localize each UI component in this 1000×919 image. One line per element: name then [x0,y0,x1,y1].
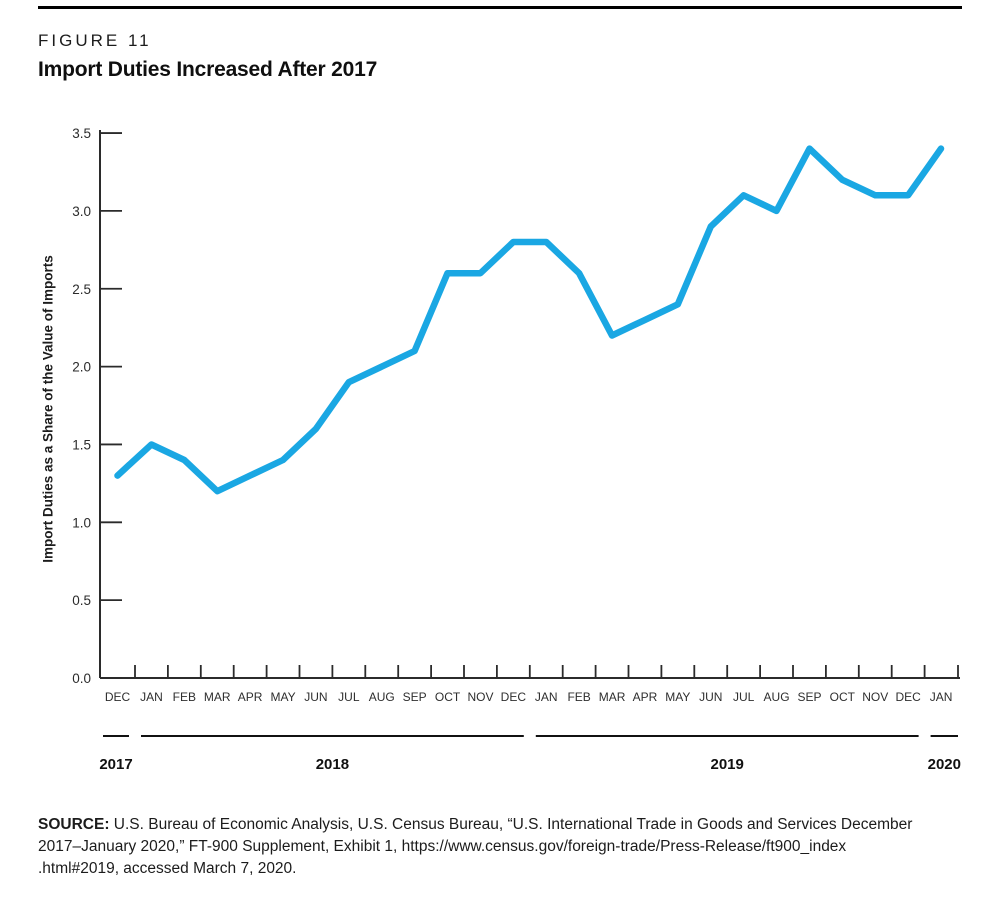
svg-text:2.5: 2.5 [72,282,91,297]
svg-text:MAR: MAR [599,690,626,704]
source-line-1: SOURCE: U.S. Bureau of Economic Analysis… [38,814,963,836]
year-brackets: 2017 2018 2019 2020 [99,735,961,773]
svg-text:SEP: SEP [403,690,427,704]
y-axis-labels: 0.0 0.5 1.0 1.5 2.0 2.5 3.0 3.5 [72,126,91,686]
svg-text:APR: APR [238,690,263,704]
svg-text:SEP: SEP [797,690,821,704]
svg-text:1.5: 1.5 [72,437,91,452]
svg-text:2.0: 2.0 [72,360,91,375]
svg-text:3.0: 3.0 [72,204,91,219]
svg-text:JAN: JAN [535,690,558,704]
svg-text:JAN: JAN [930,690,953,704]
svg-text:FEB: FEB [567,690,590,704]
svg-text:MAY: MAY [270,690,295,704]
svg-text:DEC: DEC [501,690,527,704]
source-label: SOURCE: [38,816,110,833]
data-line [114,145,945,495]
x-axis-ticks [134,665,959,678]
svg-text:FEB: FEB [173,690,196,704]
svg-text:MAY: MAY [665,690,690,704]
svg-text:1.0: 1.0 [72,515,91,530]
svg-text:DEC: DEC [105,690,131,704]
svg-text:JUL: JUL [338,690,360,704]
svg-text:JAN: JAN [140,690,163,704]
figure-title: Import Duties Increased After 2017 [38,58,378,81]
svg-text:DEC: DEC [895,690,921,704]
svg-text:OCT: OCT [435,690,461,704]
svg-text:3.5: 3.5 [72,126,91,141]
source-note: SOURCE: U.S. Bureau of Economic Analysis… [38,814,963,880]
svg-text:MAR: MAR [204,690,231,704]
x-axis-month-labels: DEC JAN FEB MAR APR MAY JUN JUL AUG SEP OCT NOV DEC J… [105,690,953,704]
top-rule [38,6,962,9]
svg-text:0.0: 0.0 [72,671,91,686]
svg-text:JUN: JUN [699,690,722,704]
source-text: U.S. Bureau of Economic Analysis, U.S. C… [113,816,913,833]
source-line-3: .html#2019, accessed March 7, 2020. [38,860,297,877]
svg-text:JUL: JUL [733,690,755,704]
svg-text:2020: 2020 [928,756,961,773]
svg-text:AUG: AUG [764,690,790,704]
svg-text:JUN: JUN [304,690,327,704]
svg-text:0.5: 0.5 [72,593,91,608]
svg-text:NOV: NOV [467,690,493,704]
svg-text:2019: 2019 [711,756,744,773]
svg-text:AUG: AUG [369,690,395,704]
svg-text:APR: APR [633,690,658,704]
svg-text:2017: 2017 [99,756,132,773]
svg-text:2018: 2018 [316,756,349,773]
y-axis-ticks [100,132,122,679]
source-line-2: 2017–January 2020,” FT-900 Supplement, E… [38,838,847,855]
svg-text:OCT: OCT [830,690,856,704]
chart-axes [99,130,960,679]
figure-label: FIGURE 11 [38,31,152,50]
svg-text:NOV: NOV [862,690,888,704]
